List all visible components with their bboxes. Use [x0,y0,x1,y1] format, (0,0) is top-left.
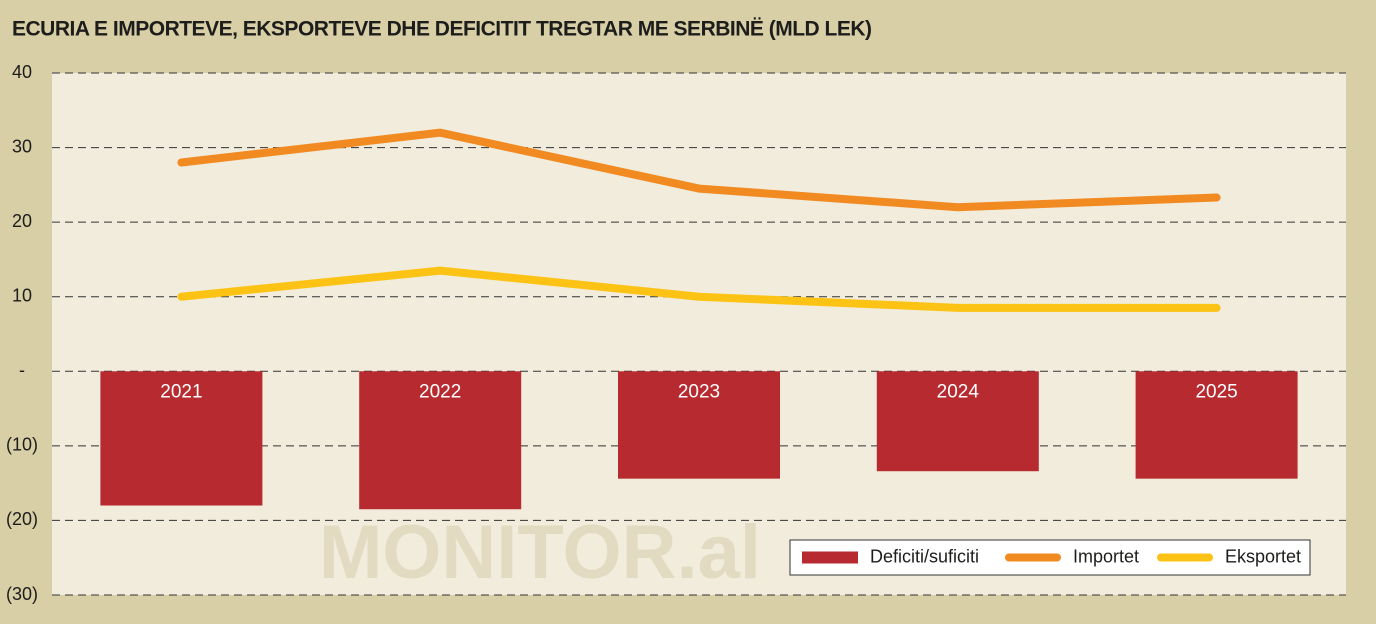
chart-title: ECURIA E IMPORTEVE, EKSPORTEVE DHE DEFIC… [12,18,872,41]
legend-label: Eksportet [1225,546,1301,566]
y-tick-label: 40 [12,62,32,82]
x-tick-label: 2022 [419,381,461,402]
plot-area [52,73,1346,595]
x-tick-label: 2025 [1195,381,1237,402]
watermark: MONITOR.al [319,510,761,595]
y-tick-label: 20 [12,211,32,231]
bar [876,371,1039,472]
y-tick-label: (20) [6,509,38,529]
y-tick-label: (10) [6,435,38,455]
y-tick-label: (30) [6,584,38,604]
line [177,266,1221,312]
legend-label: Deficiti/suficiti [870,546,979,566]
bar [1135,371,1298,479]
line [177,128,1221,212]
bar [618,371,780,479]
x-tick-label: 2023 [678,381,720,402]
bar [359,371,522,510]
y-tick-label: 30 [12,136,32,156]
y-tick-label: - [19,360,25,380]
bar [100,371,263,506]
x-tick-label: 2021 [160,381,202,402]
legend-label: Importet [1073,546,1139,566]
y-tick-label: 10 [12,285,32,305]
legend-swatch [802,551,858,564]
x-tick-label: 2024 [937,381,980,402]
